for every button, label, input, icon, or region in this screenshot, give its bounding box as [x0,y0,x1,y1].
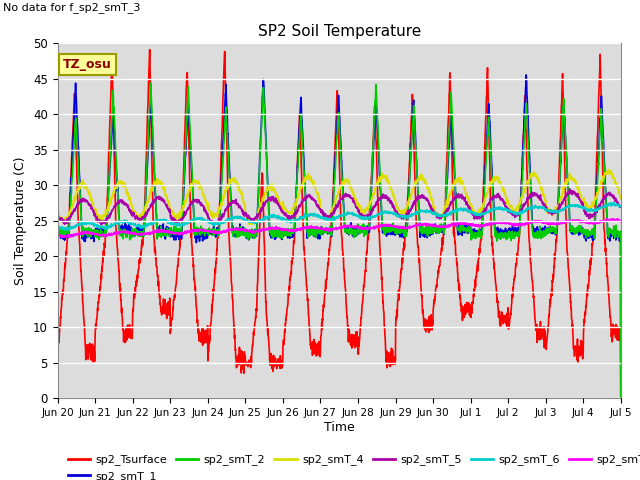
sp2_smT_5 [583,212,591,217]
sp2_Tsurface [54,345,61,351]
sp2_smT_5 [617,204,625,210]
sp2_smT_2 [211,231,219,237]
sp2_smT_1 [54,235,61,240]
sp2_smT_5 [368,209,376,215]
sp2_smT_7 [58,234,66,240]
sp2_smT_6 [368,213,376,219]
sp2_smT_7 [211,230,219,236]
X-axis label: Time: Time [324,421,355,434]
sp2_Tsurface [583,289,591,295]
sp2_smT_1 [368,182,376,188]
sp2_smT_2 [503,230,511,236]
sp2_smT_7 [583,219,591,225]
Line: sp2_Tsurface: sp2_Tsurface [58,49,621,395]
Text: TZ_osu: TZ_osu [63,58,112,71]
sp2_smT_6 [211,221,219,227]
Line: sp2_smT_1: sp2_smT_1 [58,75,621,399]
sp2_smT_5 [566,186,573,192]
sp2_smT_7 [568,218,575,224]
Line: sp2_smT_6: sp2_smT_6 [58,202,621,230]
sp2_smT_5 [356,211,364,217]
sp2_smT_5 [54,210,61,216]
sp2_smT_4 [568,174,575,180]
sp2_smT_4 [503,196,511,202]
sp2_smT_7 [613,216,621,222]
Line: sp2_smT_2: sp2_smT_2 [58,83,621,401]
sp2_smT_7 [617,219,625,225]
sp2_smT_7 [503,220,511,226]
sp2_Tsurface [211,265,219,271]
sp2_smT_6 [356,213,364,219]
sp2_smT_6 [503,206,511,212]
sp2_smT_6 [617,204,625,209]
sp2_smT_4 [583,203,591,208]
Text: No data for f_sp2_smT_3: No data for f_sp2_smT_3 [3,2,141,13]
sp2_smT_6 [568,202,575,208]
sp2_smT_1 [568,230,575,236]
Y-axis label: Soil Temperature (C): Soil Temperature (C) [15,156,28,285]
sp2_Tsurface [368,168,376,173]
sp2_Tsurface [146,47,154,52]
Title: SP2 Soil Temperature: SP2 Soil Temperature [257,24,421,39]
sp2_smT_1 [503,235,511,241]
sp2_smT_2 [368,169,376,175]
sp2_smT_5 [210,222,218,228]
Line: sp2_smT_5: sp2_smT_5 [58,189,621,225]
sp2_smT_5 [503,204,511,210]
sp2_smT_2 [568,227,575,232]
sp2_smT_7 [54,231,61,237]
sp2_smT_2 [583,232,591,238]
sp2_smT_6 [63,228,70,233]
sp2_smT_2 [617,398,625,404]
Line: sp2_smT_7: sp2_smT_7 [58,219,621,237]
sp2_smT_1 [583,232,591,238]
sp2_smT_2 [147,80,155,86]
sp2_smT_1 [522,72,530,78]
sp2_smT_7 [368,225,376,231]
sp2_Tsurface [503,324,511,329]
sp2_smT_4 [605,167,612,172]
sp2_smT_2 [54,227,61,233]
Line: sp2_smT_4: sp2_smT_4 [58,169,621,224]
sp2_Tsurface [617,392,625,397]
sp2_Tsurface [356,336,364,341]
sp2_smT_5 [568,188,575,194]
sp2_smT_6 [583,207,591,213]
sp2_smT_4 [617,196,625,202]
Legend: sp2_Tsurface, sp2_smT_1, sp2_smT_2, sp2_smT_4, sp2_smT_5, sp2_smT_6, sp2_smT_7: sp2_Tsurface, sp2_smT_1, sp2_smT_2, sp2_… [63,450,640,480]
sp2_Tsurface [568,306,575,312]
sp2_smT_5 [211,220,219,226]
sp2_smT_4 [245,221,253,227]
sp2_smT_6 [54,223,61,228]
sp2_smT_1 [617,396,625,402]
sp2_smT_4 [368,194,376,200]
sp2_smT_1 [211,229,218,235]
sp2_smT_4 [211,213,218,218]
sp2_smT_4 [356,203,364,209]
sp2_smT_6 [610,199,618,205]
sp2_smT_1 [356,227,364,233]
sp2_smT_7 [356,225,364,231]
sp2_smT_4 [54,212,61,218]
sp2_smT_2 [356,228,364,233]
